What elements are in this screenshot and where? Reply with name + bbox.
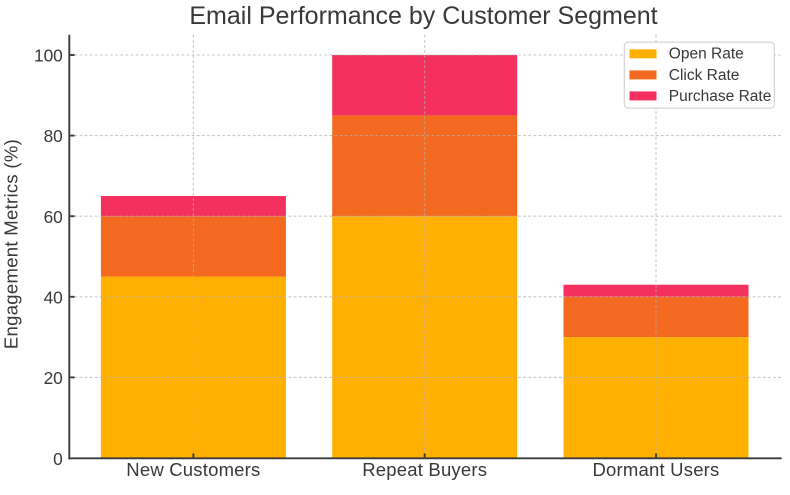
svg-text:Open Rate: Open Rate [669,46,744,63]
svg-text:80: 80 [44,126,63,146]
svg-text:60: 60 [44,207,63,227]
svg-text:New Customers: New Customers [126,459,260,480]
svg-text:Repeat Buyers: Repeat Buyers [362,459,487,480]
svg-text:Email Performance by Customer: Email Performance by Customer Segment [189,2,657,30]
svg-text:0: 0 [53,449,63,469]
svg-text:Engagement Metrics (%): Engagement Metrics (%) [1,139,22,349]
svg-text:40: 40 [44,287,63,307]
svg-text:Dormant Users: Dormant Users [593,459,720,480]
svg-text:Click Rate: Click Rate [669,67,740,84]
svg-text:100: 100 [34,46,63,66]
svg-text:Purchase Rate: Purchase Rate [669,88,772,105]
svg-text:20: 20 [44,368,63,388]
